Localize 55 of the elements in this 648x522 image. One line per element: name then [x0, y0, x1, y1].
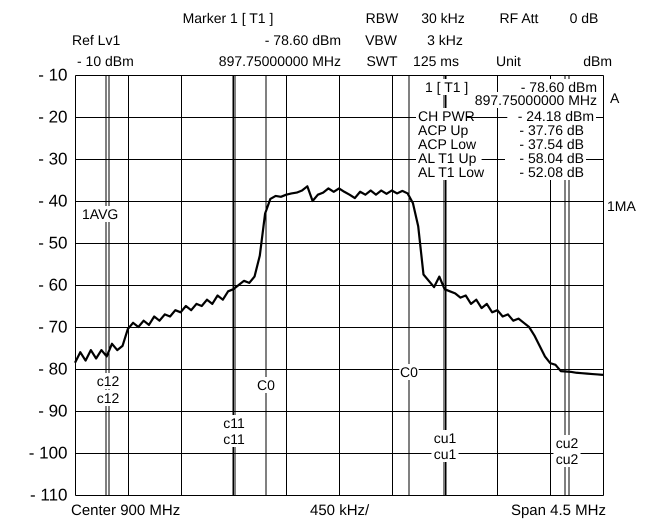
annotation: 897.75000000 MHz: [474, 92, 597, 108]
text: 1MA: [607, 198, 636, 214]
text: Unit: [496, 53, 522, 69]
annotation: CH PWR: [418, 108, 475, 124]
text: Center 900 MHz: [71, 502, 180, 519]
annotation: cu1: [434, 430, 456, 446]
y-tick-label: - 50: [38, 234, 68, 252]
text: RBW: [366, 10, 400, 26]
text: - 78.60 dBm: [264, 32, 341, 48]
annotation: c11: [223, 415, 245, 431]
annotation: AL T1 Low: [418, 164, 486, 180]
annotation: - 52.08 dB: [519, 164, 584, 180]
annotation: - 58.04 dB: [519, 150, 584, 166]
annotation: AL T1 Up: [418, 150, 477, 166]
annotation: cu2: [556, 435, 578, 451]
annotation: C0: [400, 364, 418, 380]
annotation: c11: [223, 431, 245, 447]
text: VBW: [365, 32, 398, 48]
annotation: - 24.18 dBm: [518, 108, 594, 124]
y-tick-label: - 70: [38, 318, 68, 336]
annotation: 1AVG: [82, 206, 118, 222]
text: 30 kHz: [421, 10, 465, 26]
annotation: - 78.60 dBm: [520, 79, 597, 95]
text: SWT: [366, 53, 398, 69]
y-tick-label: - 20: [38, 108, 68, 126]
text: - 10 dBm: [77, 53, 134, 69]
annotation: ACP Low: [418, 136, 477, 152]
annotation: 1 [ T1 ]: [425, 79, 468, 95]
annotation: c12: [96, 373, 120, 389]
y-tick-label: - 100: [28, 444, 68, 462]
annotation: C0: [257, 377, 276, 393]
y-tick-label: - 80: [38, 360, 68, 378]
annotation: cu1: [434, 446, 456, 462]
y-tick-label: - 60: [38, 276, 68, 294]
text: dBm: [583, 53, 612, 69]
text: 125 ms: [413, 53, 459, 69]
text: Span 4.5 MHz: [510, 502, 606, 519]
y-tick-label: - 30: [38, 150, 68, 168]
text: A: [610, 90, 620, 106]
text: RF Att: [500, 10, 539, 26]
text: Ref Lv1: [72, 32, 120, 48]
text: Marker 1 [ T1 ]: [182, 10, 274, 26]
annotation: cu2: [556, 451, 578, 467]
text: 0 dB: [570, 10, 598, 26]
y-tick-label: - 10: [38, 66, 68, 84]
y-tick-label: - 40: [38, 192, 68, 210]
annotation: ACP Up: [418, 122, 469, 138]
annotation: - 37.54 dB: [519, 136, 584, 152]
text: 3 kHz: [427, 32, 463, 48]
text: 897.75000000 MHz: [218, 53, 341, 69]
y-tick-label: - 90: [38, 402, 68, 420]
annotation: c12: [96, 390, 120, 406]
text: 450 kHz/: [310, 502, 370, 519]
annotation: - 37.76 dB: [519, 122, 584, 138]
y-tick-label: - 110: [30, 486, 68, 504]
